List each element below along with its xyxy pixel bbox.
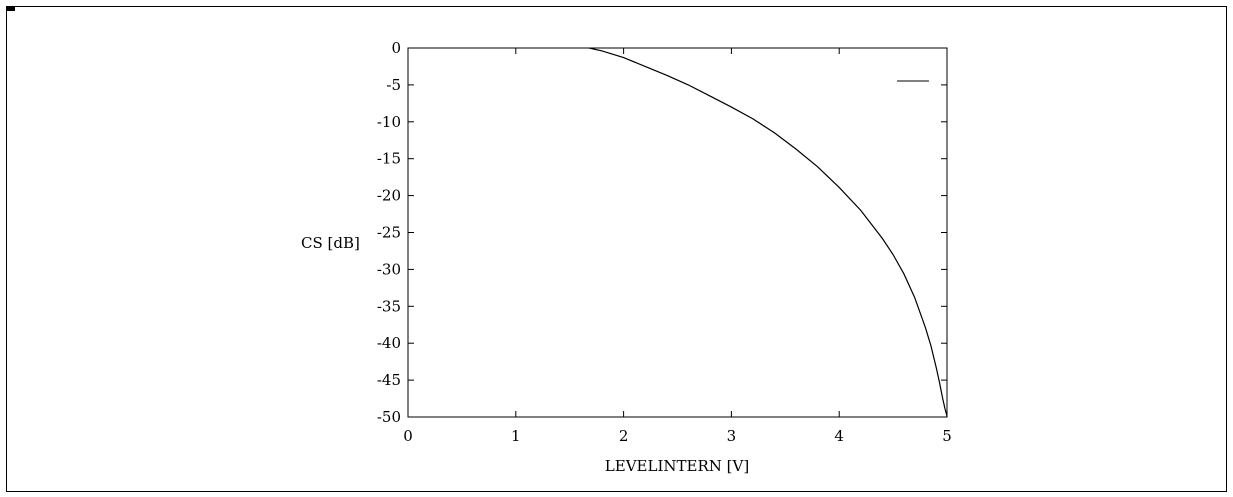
y-tick-label: -5: [386, 76, 401, 94]
x-tick-label: 5: [942, 427, 952, 445]
y-tick-label: 0: [391, 39, 401, 57]
y-tick-label: -35: [377, 297, 401, 315]
corner-mark: [7, 7, 15, 11]
y-tick-label: -10: [377, 113, 401, 131]
y-tick-label: -15: [377, 150, 401, 168]
y-axis-label: CS [dB]: [301, 234, 360, 252]
x-tick-label: 1: [511, 427, 521, 445]
x-tick-label: 0: [403, 427, 413, 445]
y-tick-label: -25: [377, 224, 401, 242]
x-axis-label: LEVELINTERN [V]: [605, 457, 749, 475]
line-chart: 0 -5 -10 -15 -20 -25 -30 -35 -40 -45 -50 0 1 2 3 4 5 CS…: [301, 39, 952, 475]
x-tick-label: 4: [834, 427, 844, 445]
x-tick-labels: 0 1 2 3 4 5: [403, 427, 952, 445]
y-tick-label: -50: [377, 408, 401, 426]
series-line: [588, 47, 948, 417]
y-tick-labels: 0 -5 -10 -15 -20 -25 -30 -35 -40 -45 -50: [377, 39, 401, 426]
series-layer: [588, 47, 948, 417]
y-tick-label: -45: [377, 371, 401, 389]
y-tick-label: -40: [377, 334, 401, 352]
plot-frame: [407, 47, 948, 418]
x-tick-label: 2: [619, 427, 629, 445]
y-tick-label: -30: [377, 260, 401, 278]
y-tick-label: -20: [377, 187, 401, 205]
figure-frame: 0 -5 -10 -15 -20 -25 -30 -35 -40 -45 -50 0 1 2 3 4 5 CS…: [6, 6, 1227, 492]
tick-marks: [407, 47, 948, 418]
x-tick-label: 3: [727, 427, 737, 445]
